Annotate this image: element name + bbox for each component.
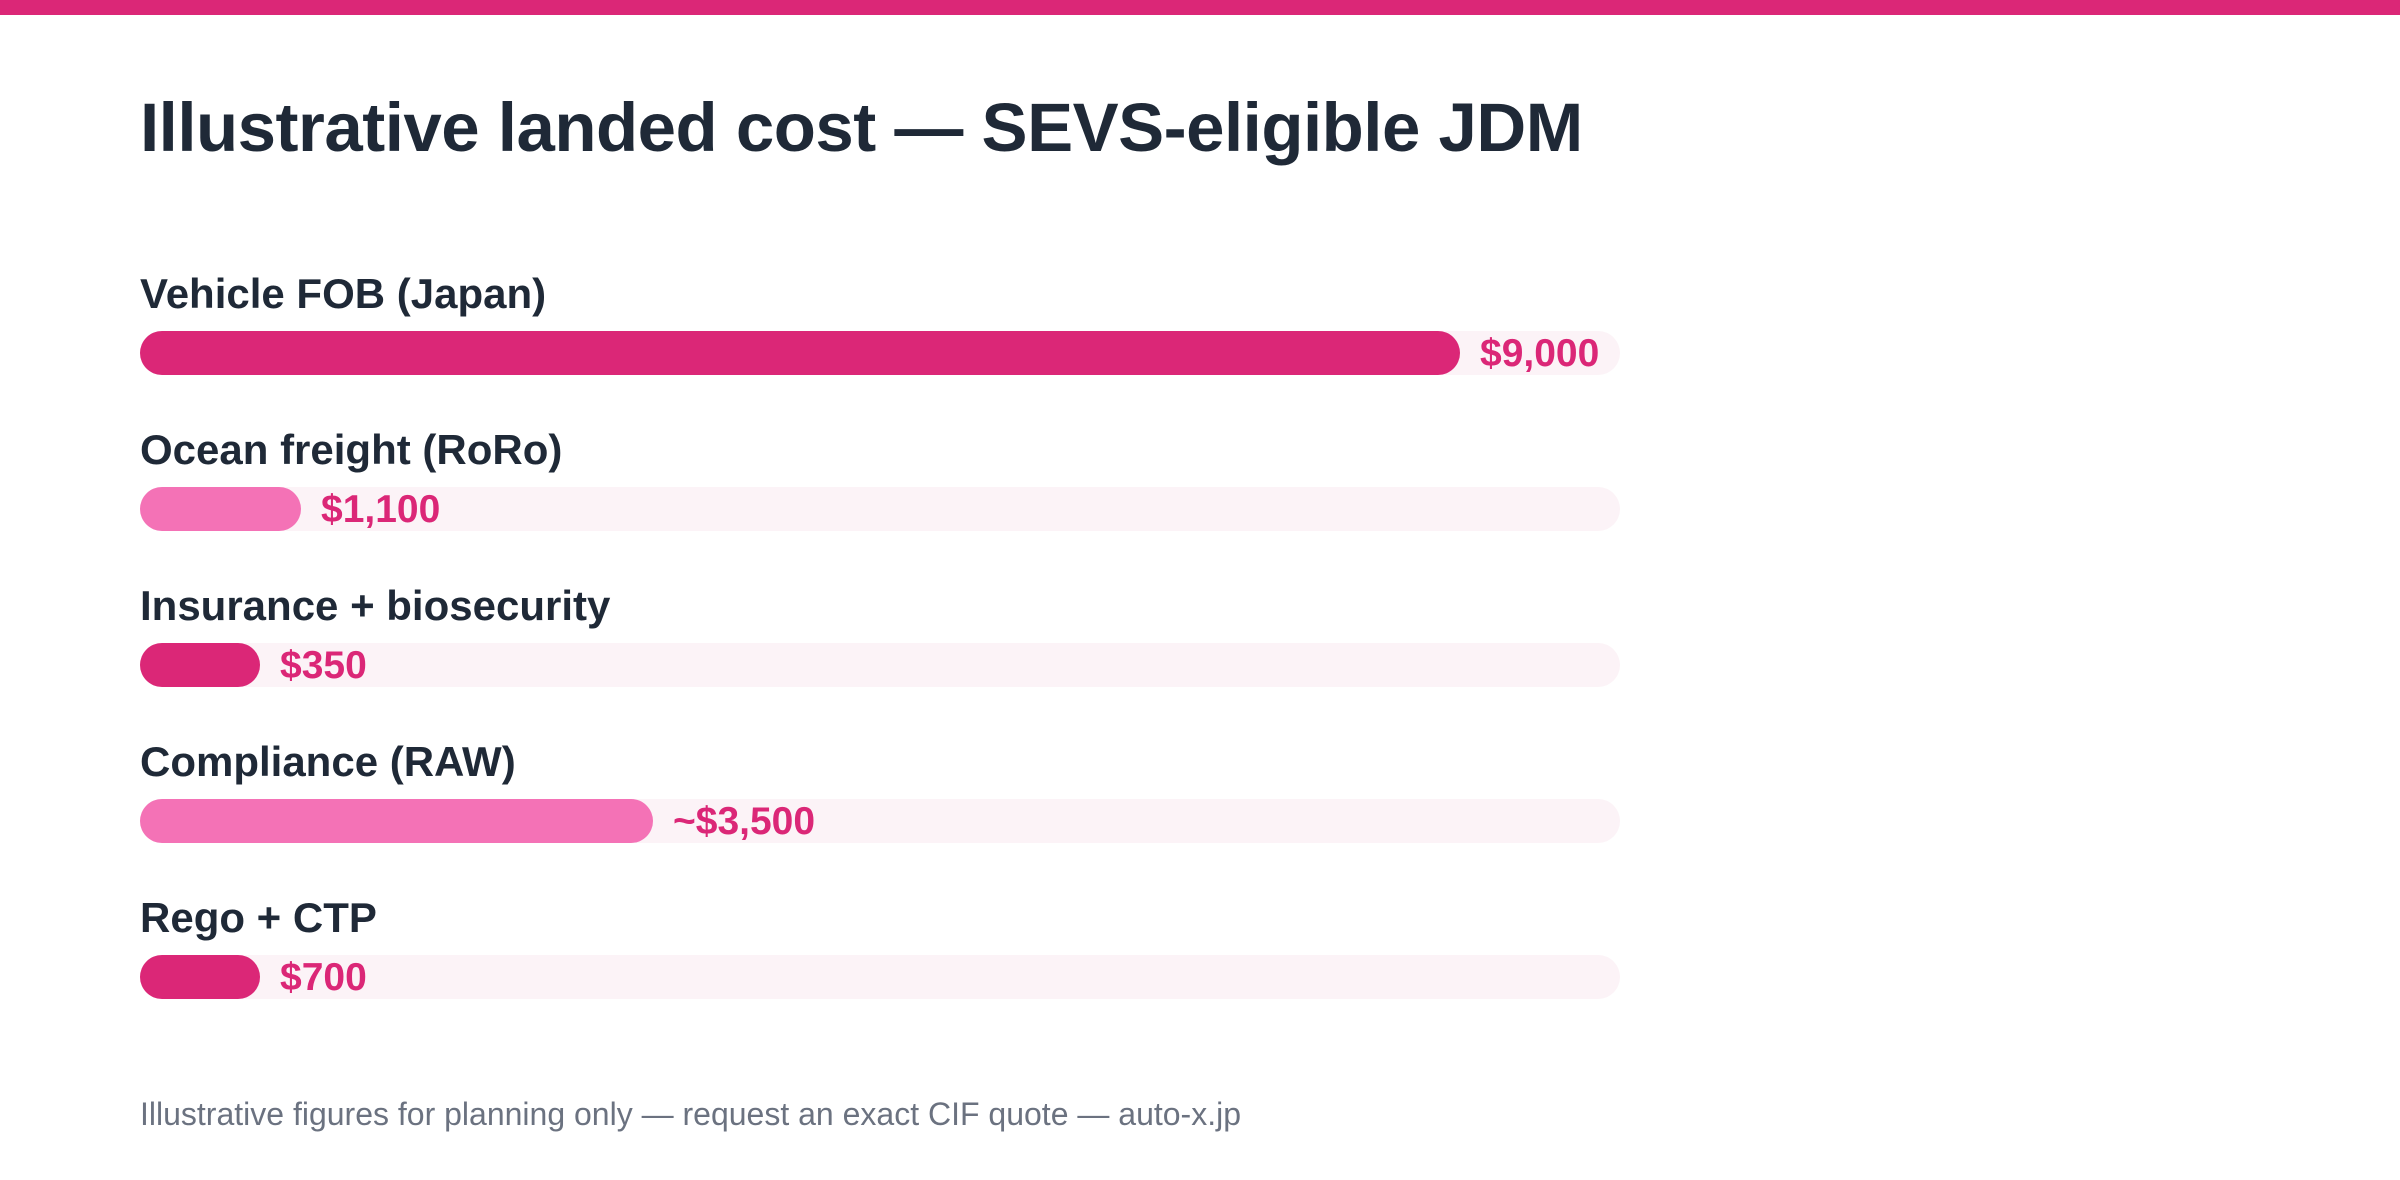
chart-title: Illustrative landed cost — SEVS-eligible… <box>140 89 1583 166</box>
top-accent-bar <box>0 0 2400 15</box>
category-label: Vehicle FOB (Japan) <box>140 270 547 317</box>
bar <box>140 331 1460 375</box>
bar-track: $350 <box>140 643 1620 687</box>
bar <box>140 955 260 999</box>
bar-track: ~$3,500 <box>140 799 1620 843</box>
bar-rows: Vehicle FOB (Japan) $9,000 Ocean freight (… <box>140 270 1620 1050</box>
bar <box>140 799 653 843</box>
bar-track: $700 <box>140 955 1620 999</box>
category-label: Ocean freight (RoRo) <box>140 426 563 473</box>
value-label: $700 <box>280 956 367 999</box>
value-label: ~$3,500 <box>673 800 816 843</box>
bar <box>140 643 260 687</box>
category-label: Insurance + biosecurity <box>140 582 611 629</box>
bar-track: $1,100 <box>140 487 1620 531</box>
category-label: Rego + CTP <box>140 894 377 941</box>
bar-row: Rego + CTP $700 <box>140 894 1620 1050</box>
value-label: $1,100 <box>321 488 441 531</box>
value-label: $9,000 <box>1480 332 1600 375</box>
bar-row: Compliance (RAW) ~$3,500 <box>140 738 1620 894</box>
bar-row: Ocean freight (RoRo) $1,100 <box>140 426 1620 582</box>
value-label: $350 <box>280 644 367 687</box>
bar <box>140 487 301 531</box>
bar-track: $9,000 <box>140 331 1620 375</box>
category-label: Compliance (RAW) <box>140 738 516 785</box>
footnote: Illustrative figures for planning only —… <box>140 1096 1241 1132</box>
bar-row: Vehicle FOB (Japan) $9,000 <box>140 270 1620 426</box>
bar-row: Insurance + biosecurity $350 <box>140 582 1620 738</box>
